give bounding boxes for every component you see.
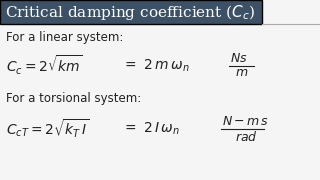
Text: $N - m \, s$: $N - m \, s$ — [222, 115, 269, 128]
Text: $rad$: $rad$ — [235, 130, 257, 144]
Text: For a linear system:: For a linear system: — [6, 31, 124, 44]
Text: Critical damping coefficient ($C_c$): Critical damping coefficient ($C_c$) — [5, 3, 255, 22]
Text: $m$: $m$ — [235, 66, 249, 79]
Text: $C_c = 2\sqrt{km}$: $C_c = 2\sqrt{km}$ — [6, 54, 83, 77]
Text: $Ns$: $Ns$ — [230, 52, 248, 65]
Text: $= \ 2 \, I \, \omega_n$: $= \ 2 \, I \, \omega_n$ — [122, 120, 180, 137]
Text: For a torsional system:: For a torsional system: — [6, 92, 142, 105]
FancyBboxPatch shape — [0, 0, 262, 24]
Text: $C_{cT} = 2\sqrt{k_T \, I}$: $C_{cT} = 2\sqrt{k_T \, I}$ — [6, 117, 90, 140]
Text: $= \ 2 \, m \, \omega_n$: $= \ 2 \, m \, \omega_n$ — [122, 57, 189, 74]
